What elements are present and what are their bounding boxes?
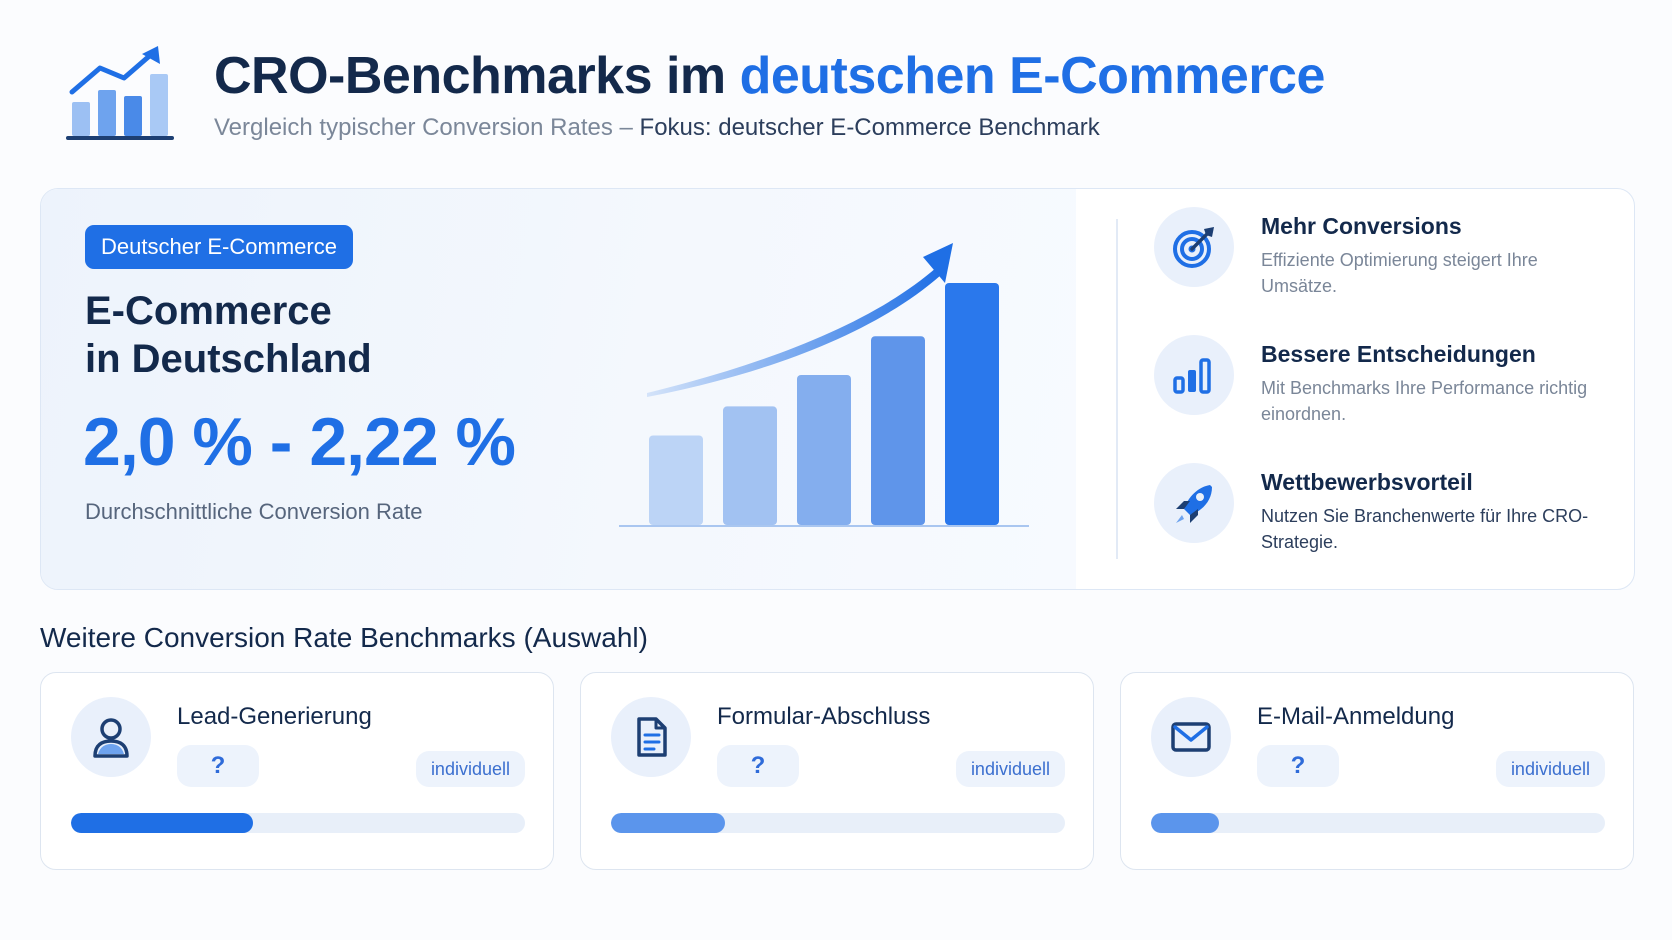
document-icon <box>611 697 691 777</box>
header: CRO-Benchmarks im deutschen E-Commerce V… <box>66 40 1626 150</box>
benefit-text: Effiziente Optimierung steigert Ihre Ums… <box>1261 250 1538 296</box>
progress-track <box>611 813 1065 833</box>
chart-bar <box>797 374 851 525</box>
user-icon <box>71 697 151 777</box>
trend-arrow-head <box>923 243 953 283</box>
hero-badge: Deutscher E-Commerce <box>85 225 353 269</box>
progress-track <box>1151 813 1605 833</box>
card-value: ? <box>177 745 259 787</box>
card-tag: individuell <box>1495 751 1605 787</box>
benchmark-card-email: E-Mail-Anmeldung ? individuell <box>1120 672 1634 870</box>
card-value: ? <box>717 745 799 787</box>
benefit-item-decisions: Bessere Entscheidungen Mit Benchmarks Ih… <box>1154 335 1624 435</box>
benefit-item-advantage: Wettbewerbsvorteil Nutzen Sie Branchenwe… <box>1154 463 1624 563</box>
chart-bar <box>871 336 925 525</box>
page-title: CRO-Benchmarks im deutschen E-Commerce <box>214 47 1325 105</box>
growth-bar-chart <box>619 243 1029 527</box>
page-subtitle: Vergleich typischer Conversion Rates – F… <box>214 114 1100 141</box>
target-icon <box>1154 207 1234 287</box>
chart-bar <box>649 435 703 525</box>
rocket-icon <box>1154 463 1234 543</box>
card-tag: individuell <box>415 751 525 787</box>
hero-caption: Durchschnittliche Conversion Rate <box>85 499 423 524</box>
hero-left: Deutscher E-Commerce E-Commerce in Deuts… <box>41 189 1076 589</box>
bar-chart-icon <box>1154 335 1234 415</box>
benchmark-card-form: Formular-Abschluss ? individuell <box>580 672 1094 870</box>
hero-panel: Deutscher E-Commerce E-Commerce in Deuts… <box>40 188 1635 590</box>
section-title: Weitere Conversion Rate Benchmarks (Ausw… <box>40 622 648 653</box>
divider <box>1116 219 1118 559</box>
benefit-title: Bessere Entscheidungen <box>1261 341 1536 367</box>
card-title: E-Mail-Anmeldung <box>1257 703 1455 730</box>
progress-fill <box>71 813 253 833</box>
benefit-text: Nutzen Sie Branchenwerte für Ihre CRO-St… <box>1261 506 1589 552</box>
hero-title-line2: in Deutschland <box>85 337 372 381</box>
card-tag: individuell <box>955 751 1065 787</box>
hero-title: E-Commerce in Deutschland <box>85 287 372 383</box>
card-title: Lead-Generierung <box>177 703 372 730</box>
progress-fill <box>611 813 725 833</box>
progress-fill <box>1151 813 1220 833</box>
benefit-item-conversions: Mehr Conversions Effiziente Optimierung … <box>1154 207 1624 307</box>
chart-bar <box>945 283 999 525</box>
benefit-title: Wettbewerbsvorteil <box>1261 469 1473 495</box>
card-title: Formular-Abschluss <box>717 703 931 730</box>
card-value: ? <box>1257 745 1339 787</box>
benchmark-card-lead: Lead-Generierung ? individuell <box>40 672 554 870</box>
benefit-title: Mehr Conversions <box>1261 213 1462 239</box>
chart-bar <box>723 406 777 525</box>
hero-value: 2,0 % - 2,22 % <box>83 404 516 480</box>
benefit-text: Mit Benchmarks Ihre Performance richtig … <box>1261 378 1588 424</box>
hero-title-line1: E-Commerce <box>85 289 332 333</box>
growth-chart-logo-icon <box>66 44 176 144</box>
mail-icon <box>1151 697 1231 777</box>
progress-track <box>71 813 525 833</box>
